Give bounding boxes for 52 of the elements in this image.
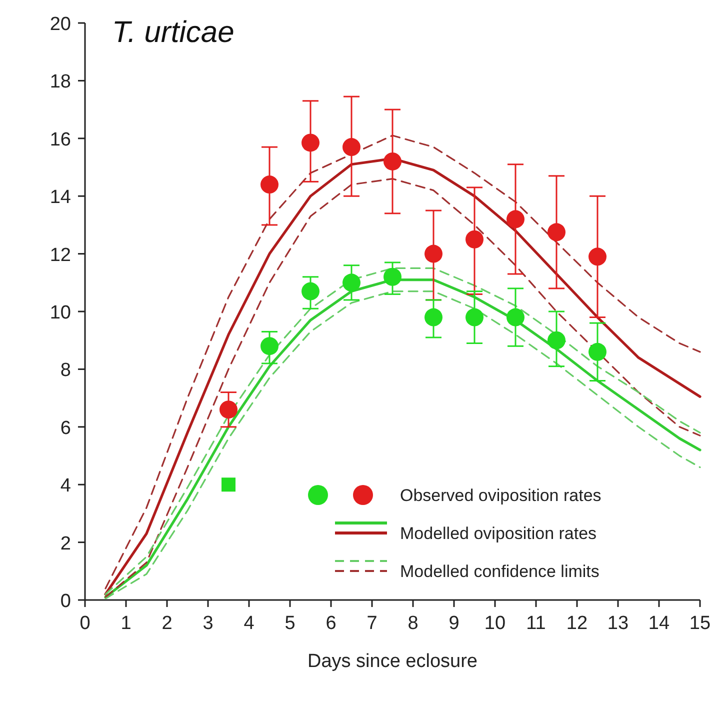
x-tick-label: 12 bbox=[566, 613, 588, 634]
y-tick-label: 6 bbox=[60, 418, 71, 439]
point bbox=[302, 282, 320, 300]
point bbox=[222, 478, 236, 492]
x-axis-title: Days since eclosure bbox=[307, 651, 478, 672]
x-tick-label: 15 bbox=[689, 613, 711, 634]
point bbox=[424, 244, 442, 263]
y-tick-label: 18 bbox=[50, 72, 71, 93]
legend-label: Observed oviposition rates bbox=[400, 486, 602, 505]
x-tick-label: 3 bbox=[202, 613, 214, 634]
point bbox=[220, 400, 238, 419]
y-tick-label: 0 bbox=[60, 591, 71, 612]
point bbox=[342, 138, 360, 156]
y-tick-label: 2 bbox=[60, 533, 71, 554]
point bbox=[466, 308, 484, 326]
x-tick-label: 6 bbox=[326, 613, 336, 634]
y-tick-label: 16 bbox=[50, 129, 71, 150]
point bbox=[424, 308, 442, 326]
y-tick-label: 4 bbox=[60, 476, 72, 497]
x-tick-label: 2 bbox=[162, 613, 172, 634]
legend-label: Modelled oviposition rates bbox=[400, 524, 597, 543]
x-tick-label: 0 bbox=[80, 613, 90, 634]
point bbox=[260, 176, 278, 194]
legend-label: Modelled confidence limits bbox=[400, 562, 600, 581]
point bbox=[260, 337, 278, 356]
point bbox=[342, 274, 360, 292]
point bbox=[506, 308, 524, 326]
x-tick-label: 14 bbox=[648, 613, 670, 634]
x-tick-label: 7 bbox=[366, 613, 378, 634]
x-tick-label: 11 bbox=[526, 613, 546, 634]
point bbox=[302, 134, 320, 152]
point bbox=[506, 210, 524, 228]
x-tick-label: 10 bbox=[484, 613, 506, 634]
point bbox=[384, 152, 402, 170]
point bbox=[588, 342, 606, 361]
y-tick-label: 20 bbox=[50, 14, 71, 35]
chart-title: T. urticae bbox=[112, 16, 234, 49]
x-tick-label: 5 bbox=[284, 613, 296, 634]
y-tick-label: 14 bbox=[50, 187, 72, 208]
point bbox=[466, 230, 484, 248]
y-tick-label: 8 bbox=[60, 360, 71, 382]
point bbox=[384, 268, 402, 286]
y-tick-label: 10 bbox=[50, 302, 71, 324]
y-tick-label: 12 bbox=[50, 244, 71, 266]
point bbox=[548, 223, 566, 242]
point bbox=[548, 331, 566, 350]
x-tick-label: 13 bbox=[607, 613, 629, 634]
x-tick-label: 9 bbox=[448, 613, 460, 634]
point bbox=[588, 248, 606, 266]
x-tick-label: 1 bbox=[120, 613, 132, 634]
x-tick-label: 8 bbox=[408, 613, 418, 634]
x-tick-label: 4 bbox=[244, 613, 255, 634]
